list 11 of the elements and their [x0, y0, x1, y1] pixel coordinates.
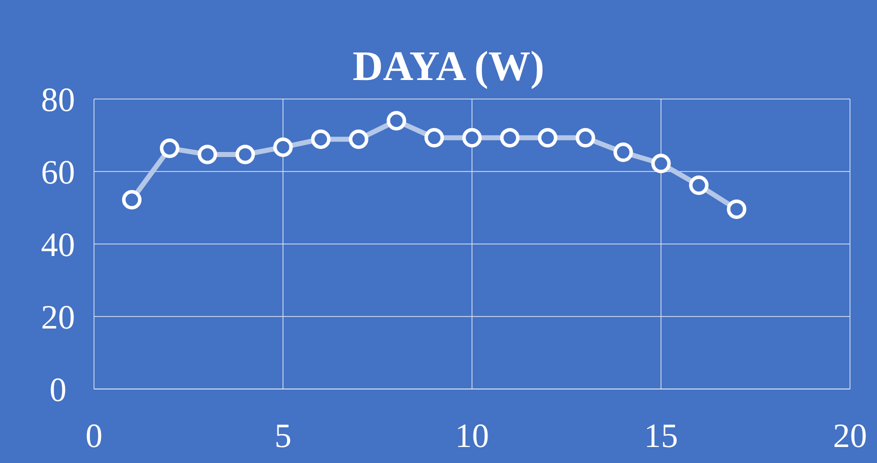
y-tick-label: 20: [41, 299, 75, 336]
y-tick-label: 80: [41, 82, 75, 119]
x-tick-label: 5: [274, 418, 292, 455]
x-tick-label: 20: [833, 418, 867, 455]
y-tick-label: 60: [41, 154, 75, 192]
chart-title: DAYA (W): [352, 44, 544, 90]
x-tick-label: 10: [455, 418, 489, 455]
y-tick-label: 40: [41, 226, 75, 264]
x-tick-label: 0: [86, 418, 102, 455]
x-tick-label: 15: [644, 418, 678, 455]
y-tick-label: 0: [50, 372, 66, 409]
